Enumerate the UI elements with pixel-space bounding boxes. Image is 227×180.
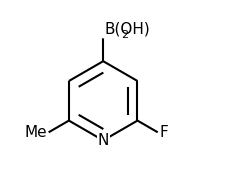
Circle shape	[98, 136, 107, 145]
Text: N: N	[97, 133, 109, 148]
Text: Me: Me	[24, 125, 47, 140]
Text: F: F	[159, 125, 168, 140]
Text: 2: 2	[121, 30, 128, 40]
Text: B(OH): B(OH)	[104, 22, 149, 37]
